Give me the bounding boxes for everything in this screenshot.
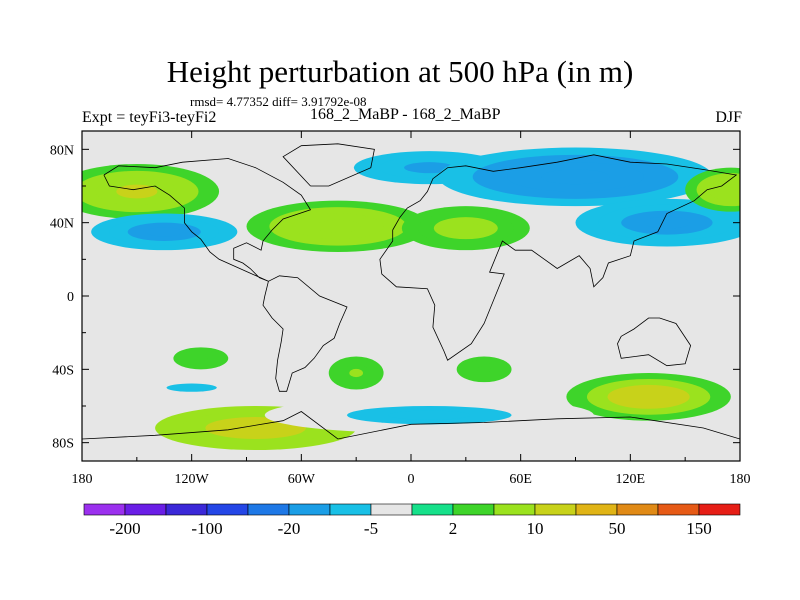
colorbar-label: -100 [191,519,222,538]
coastline [262,275,348,392]
colorbar-swatch [165,503,208,516]
colorbar-label: 150 [686,519,712,538]
colorbar-label: -20 [278,519,301,538]
colorbar-label: -200 [109,519,140,538]
x-tick-label: 60W [288,472,316,487]
field-contour [388,410,471,420]
x-tick-label: 0 [408,472,415,487]
colorbar: -200 -100 -20 -5 2 10 50 150 [83,503,741,538]
colorbar-swatch [493,503,536,516]
coastline-layer [82,143,740,440]
colorbar-swatch [288,503,331,516]
y-tick-label: 0 [67,290,74,305]
field-contour [349,368,364,378]
colorbar-label: 50 [609,519,626,538]
colorbar-swatch [83,503,126,516]
colorbar-swatch [657,503,700,516]
colorbar-swatch [411,503,454,516]
x-tick-label: 120W [175,472,210,487]
x-tick-label: 60E [509,472,532,487]
coastline [82,411,740,440]
y-tick-label: 40S [52,363,74,378]
field-contour [541,169,610,185]
colorbar-label: 10 [527,519,544,538]
colorbar-swatch [206,503,249,516]
y-tick-label: 80N [50,143,74,158]
field-contour [116,184,158,199]
field-contour [315,219,361,233]
field-contour [166,383,217,392]
colorbar-swatch [370,503,413,516]
y-tick-label: 80S [52,437,74,452]
x-tick-label: 120E [616,472,646,487]
x-tick-label: 180 [730,472,751,487]
field-contour [193,355,208,362]
coastline [379,154,738,361]
x-tick-label: 180 [72,472,93,487]
colorbar-swatch [698,503,741,516]
field-contour [145,227,183,237]
chart-subtitle: 168_2_MaBP - 168_2_MaBP [310,106,501,123]
colorbar-label: -5 [364,519,378,538]
axis-ticks: 180 120W 60W 0 60E 120E 180 80N 40N 0 40S 80S [50,131,751,487]
colorbar-swatch [575,503,618,516]
y-tick-label: 40N [50,217,74,232]
field-contour [477,366,491,373]
colorbar-swatch [247,503,290,516]
coastline [282,143,375,187]
colorbar-label: 2 [449,519,458,538]
chart-title: Height perturbation at 500 hPa (in m) [166,54,634,89]
field-contour [644,216,690,229]
colorbar-swatch [452,503,495,516]
colorbar-swatch [534,503,577,516]
field-contour [230,422,281,434]
stats-line: rmsd= 4.77352 diff= 3.91792e-08 [190,94,367,109]
field-layer [82,145,740,450]
field-contour [628,390,670,403]
coastline [617,317,692,367]
experiment-label: Expt = teyFi3-teyFi2 [82,109,217,126]
colorbar-swatch [616,503,659,516]
colorbar-swatch [124,503,167,516]
season-label: DJF [715,109,742,126]
colorbar-swatch [329,503,372,516]
field-contour [449,222,482,234]
field-contour [719,184,740,196]
coastline [103,158,312,282]
